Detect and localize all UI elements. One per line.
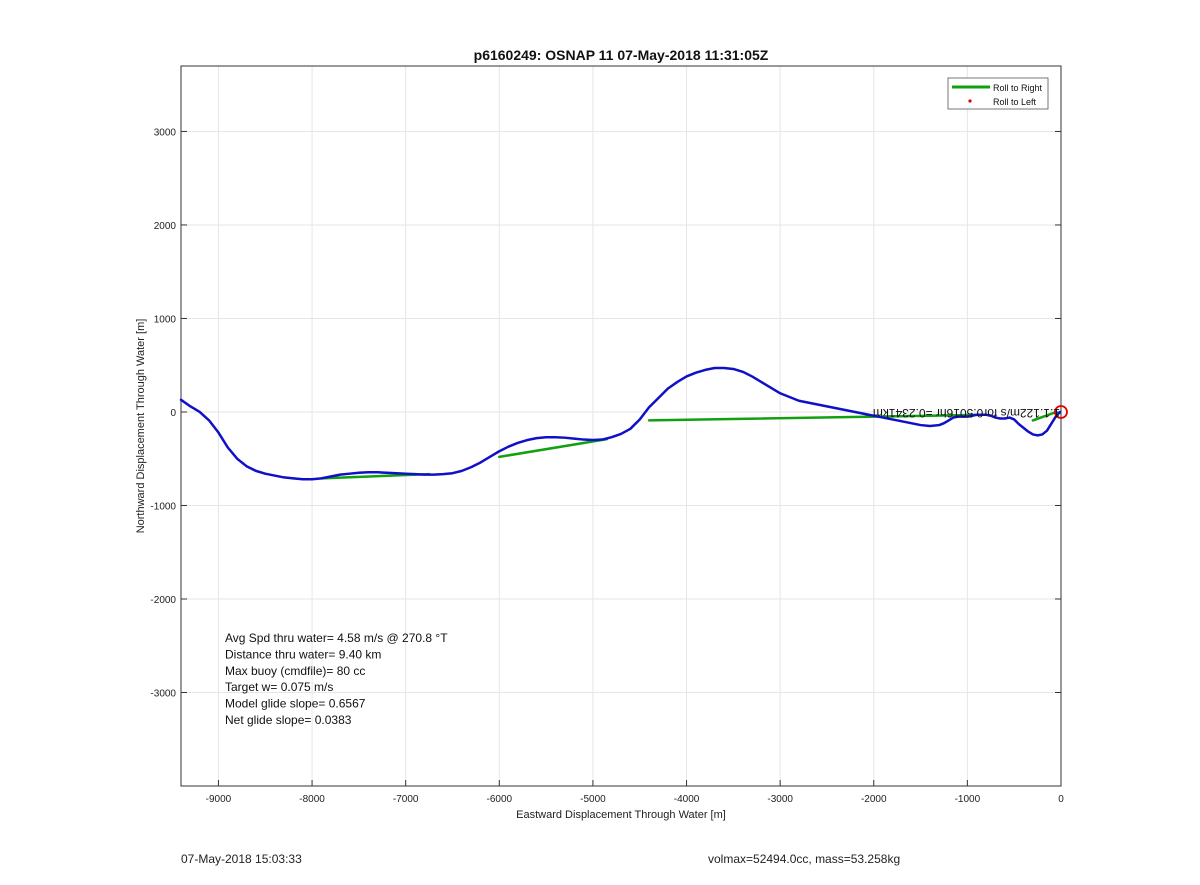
stats-line: Max buoy (cmdfile)= 80 cc	[225, 664, 365, 678]
stats-line: Avg Spd thru water= 4.58 m/s @ 270.8 °T	[225, 631, 448, 645]
legend-roll-right-label: Roll to Right	[993, 83, 1043, 93]
roll-right-segment	[1031, 410, 1058, 422]
y-tick-label: -2000	[150, 595, 176, 606]
x-tick-label: -4000	[674, 794, 700, 805]
legend: Roll to Right Roll to Left	[947, 77, 1049, 110]
x-axis-label: Eastward Displacement Through Water [m]	[516, 809, 726, 821]
data-series	[179, 366, 1068, 481]
legend-roll-left-label: Roll to Left	[993, 97, 1037, 107]
y-axis-label: Northward Displacement Through Water [m]	[135, 319, 147, 534]
x-tick-label: -1000	[955, 794, 981, 805]
x-tick-label: -9000	[206, 794, 232, 805]
footer-timestamp: 07-May-2018 15:03:33	[181, 852, 302, 866]
stats-line: Target w= 0.075 m/s	[225, 680, 333, 694]
axes-box	[180, 65, 1062, 787]
x-tick-label: -8000	[299, 794, 325, 805]
y-tick-label: 3000	[154, 127, 177, 138]
chart-title: p6160249: OSNAP 11 07-May-2018 11:31:05Z	[474, 47, 769, 63]
y-tick-label: 1000	[154, 314, 177, 325]
stats-line: Distance thru water= 9.40 km	[225, 647, 381, 661]
y-tick-label: -1000	[150, 501, 176, 512]
x-tick-label: 0	[1058, 794, 1064, 805]
mirrored-speed-label: 1.1.122m/s for0.5016hr =0.2341km	[873, 406, 1060, 420]
stats-block: Avg Spd thru water= 4.58 m/s @ 270.8 °T D…	[225, 631, 448, 727]
glider-track-line	[179, 366, 1062, 481]
end-position-marker	[1054, 405, 1068, 419]
x-tick-label: -5000	[580, 794, 606, 805]
legend-roll-left-swatch	[968, 99, 972, 103]
stats-line: Model glide slope= 0.6567	[225, 697, 366, 711]
roll-right-segment	[498, 437, 609, 459]
y-tick-label: 0	[170, 408, 176, 419]
x-tick-label: -7000	[393, 794, 419, 805]
footer-vehicle-info: volmax=52494.0cc, mass=53.258kg	[708, 852, 901, 866]
x-tick-label: -6000	[487, 794, 513, 805]
y-tick-label: 2000	[154, 221, 177, 232]
legend-box	[947, 77, 1049, 110]
x-tick-label: -2000	[861, 794, 887, 805]
x-tick-label: -3000	[767, 794, 793, 805]
grid-lines	[181, 66, 1062, 786]
axis-ticks: -9000 -8000 -7000 -6000 -5000 -4000 -3000 -2000…	[150, 127, 1064, 805]
y-tick-label: -3000	[150, 688, 176, 699]
stats-line: Net glide slope= 0.0383	[225, 713, 352, 727]
